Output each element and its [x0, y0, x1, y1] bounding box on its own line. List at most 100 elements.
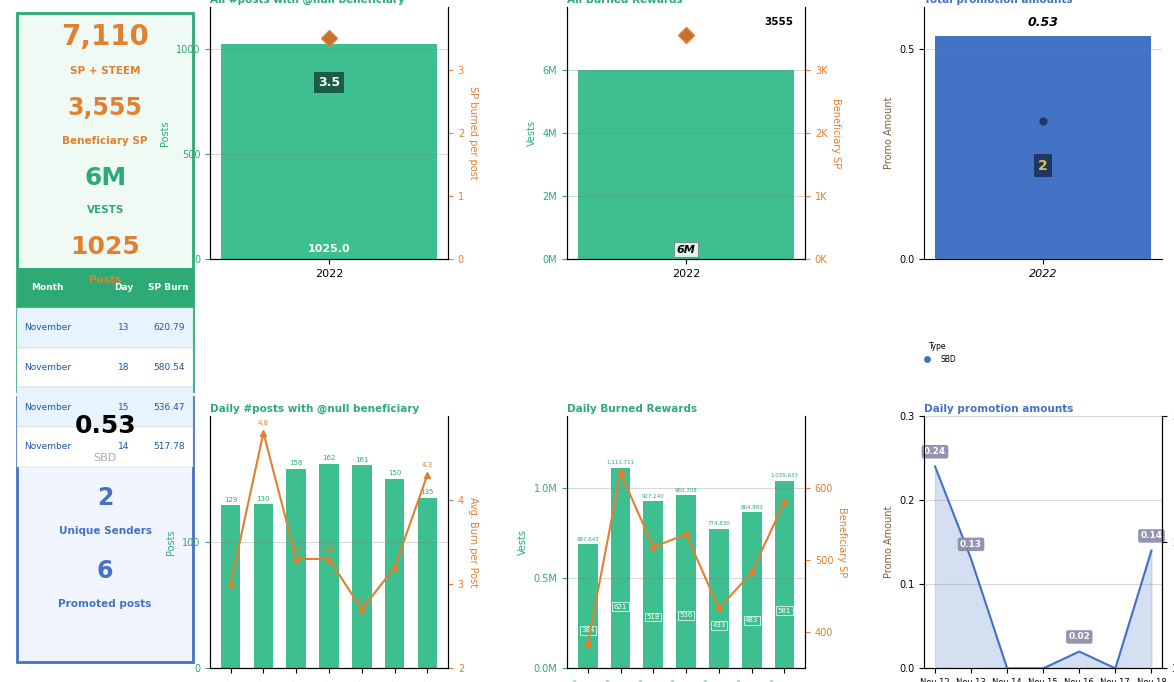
Y-axis label: Beneficiary SP: Beneficiary SP — [837, 507, 848, 577]
Bar — [221, 505, 241, 668]
Text: 0.53: 0.53 — [74, 414, 136, 438]
FancyBboxPatch shape — [18, 348, 193, 387]
Text: 517.78: 517.78 — [153, 442, 184, 451]
Bar — [643, 501, 663, 668]
Text: November: November — [23, 363, 70, 372]
FancyBboxPatch shape — [18, 427, 193, 466]
Text: 14: 14 — [119, 442, 129, 451]
Bar — [418, 498, 437, 668]
Bar — [742, 512, 762, 668]
Text: Beneficiary SP: Beneficiary SP — [62, 136, 148, 146]
Text: 960,708: 960,708 — [675, 488, 697, 492]
Text: 7,110: 7,110 — [61, 23, 149, 51]
Text: 384: 384 — [581, 627, 594, 634]
Bar — [709, 529, 729, 668]
FancyBboxPatch shape — [18, 397, 193, 662]
Text: SP + STEEM: SP + STEEM — [70, 66, 141, 76]
Text: 518: 518 — [647, 614, 660, 620]
Text: November: November — [23, 402, 70, 411]
Text: 6M: 6M — [676, 245, 695, 254]
Text: 1,039,633: 1,039,633 — [770, 473, 798, 478]
Text: 129: 129 — [224, 497, 237, 503]
Text: 3,555: 3,555 — [68, 96, 142, 120]
FancyBboxPatch shape — [18, 14, 193, 391]
Text: 0.14: 0.14 — [1140, 531, 1162, 540]
Bar — [352, 465, 372, 668]
Text: 4.3: 4.3 — [421, 462, 433, 468]
Bar — [610, 468, 630, 668]
Y-axis label: Posts: Posts — [167, 529, 176, 555]
Bar — [578, 70, 795, 259]
Text: 0.24: 0.24 — [924, 447, 946, 456]
Text: 864,883: 864,883 — [741, 505, 763, 509]
Bar — [775, 481, 795, 668]
Text: 6M: 6M — [85, 166, 127, 190]
Text: Month: Month — [31, 284, 63, 293]
Text: November: November — [23, 323, 70, 332]
Text: 13: 13 — [119, 323, 129, 332]
Text: 2: 2 — [97, 486, 114, 510]
Legend: SBD: SBD — [916, 339, 959, 367]
Text: 774,830: 774,830 — [708, 521, 730, 526]
Bar — [319, 464, 339, 668]
Bar — [676, 495, 696, 668]
Text: 581: 581 — [778, 608, 791, 614]
Y-axis label: Beneficiary SP: Beneficiary SP — [831, 98, 842, 168]
Text: All #posts with @null beneficiary: All #posts with @null beneficiary — [210, 0, 405, 5]
Y-axis label: Promo Amount: Promo Amount — [884, 97, 893, 169]
Y-axis label: SP burned per post: SP burned per post — [468, 86, 478, 180]
Y-axis label: Posts: Posts — [160, 120, 170, 146]
Text: 620.79: 620.79 — [153, 323, 184, 332]
Y-axis label: Vests: Vests — [518, 529, 528, 555]
Text: 0.02: 0.02 — [1068, 632, 1091, 642]
Text: Unique Senders: Unique Senders — [59, 526, 151, 536]
Text: 130: 130 — [257, 496, 270, 502]
Text: 3.2: 3.2 — [389, 554, 400, 561]
Text: Daily promotion amounts: Daily promotion amounts — [924, 404, 1073, 414]
Text: 0.13: 0.13 — [960, 540, 983, 549]
Text: Posts: Posts — [89, 275, 121, 285]
Bar — [254, 504, 274, 668]
Text: 2.7: 2.7 — [356, 597, 367, 603]
Text: Total promotion amounts: Total promotion amounts — [924, 0, 1073, 5]
Text: SBD: SBD — [94, 454, 116, 463]
Text: 536: 536 — [680, 612, 693, 618]
Text: 687,643: 687,643 — [576, 537, 599, 542]
Text: Day: Day — [114, 284, 134, 293]
Text: 927,240: 927,240 — [642, 493, 664, 499]
Text: 162: 162 — [323, 456, 336, 461]
Bar — [385, 479, 404, 668]
FancyBboxPatch shape — [18, 387, 193, 427]
Text: 150: 150 — [387, 471, 402, 477]
Y-axis label: Avg. Burn per Post: Avg. Burn per Post — [468, 497, 478, 587]
Text: 433: 433 — [713, 623, 726, 628]
Text: VESTS: VESTS — [87, 205, 123, 216]
Text: 3.0: 3.0 — [225, 572, 236, 578]
Text: 483: 483 — [745, 617, 758, 623]
Text: 536.47: 536.47 — [153, 402, 184, 411]
Text: 2: 2 — [1038, 159, 1048, 173]
Text: 1025: 1025 — [70, 235, 140, 259]
Text: SP Burn: SP Burn — [148, 284, 189, 293]
Y-axis label: Promo Amount: Promo Amount — [884, 506, 893, 578]
Bar — [221, 44, 437, 259]
Text: 0.53: 0.53 — [1027, 16, 1059, 29]
Text: 621: 621 — [614, 604, 627, 610]
Text: 158: 158 — [290, 460, 303, 466]
Y-axis label: Vests: Vests — [527, 120, 537, 146]
Text: 1025.0: 1025.0 — [308, 244, 350, 254]
Text: 161: 161 — [355, 456, 369, 462]
Bar — [286, 469, 306, 668]
Text: All Burned Rewards: All Burned Rewards — [567, 0, 683, 5]
Text: 3555: 3555 — [764, 17, 792, 27]
Text: 18: 18 — [119, 363, 129, 372]
Bar — [578, 544, 598, 668]
Text: Daily #posts with @null beneficiary: Daily #posts with @null beneficiary — [210, 404, 419, 414]
Text: 4.8: 4.8 — [258, 420, 269, 426]
Bar — [935, 36, 1152, 259]
FancyBboxPatch shape — [18, 308, 193, 348]
Text: 3.5: 3.5 — [318, 76, 340, 89]
Text: 6: 6 — [97, 559, 114, 583]
Text: Promoted posts: Promoted posts — [59, 599, 151, 609]
Text: 580.54: 580.54 — [153, 363, 184, 372]
